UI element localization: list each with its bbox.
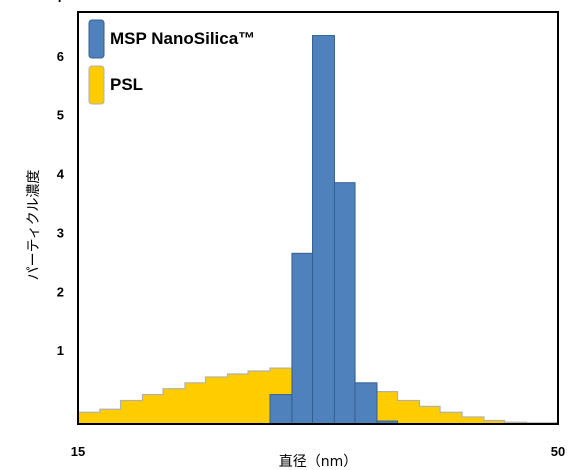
x-tick-label: 50: [551, 444, 565, 459]
msp-nanosilica-series: [269, 35, 399, 425]
y-tick-label: 1: [57, 343, 64, 358]
x-tick-label: 15: [71, 444, 85, 459]
msp-bar: [354, 382, 378, 425]
y-tick-label: 7: [57, 0, 64, 5]
msp-bar: [291, 252, 314, 425]
plot-frame: [77, 11, 559, 425]
y-tick-label: 3: [57, 225, 64, 240]
y-axis: 1 2 3 4 5 6 7: [57, 0, 65, 358]
x-axis: 15 50: [71, 444, 565, 459]
y-tick-label: 5: [57, 108, 64, 123]
y-axis-title: パーティクル濃度: [26, 170, 42, 281]
legend-swatch-psl: [88, 65, 105, 105]
msp-bar: [312, 35, 335, 425]
legend-label-msp: MSP NanoSilica™: [110, 29, 255, 48]
msp-bar: [333, 182, 356, 425]
x-axis-title: 直径（nm）: [279, 453, 358, 470]
legend-swatch-msp: [88, 19, 105, 59]
y-tick-label: 6: [57, 49, 64, 64]
y-tick-label: 4: [57, 167, 65, 182]
msp-bar: [269, 394, 293, 425]
y-tick-label: 2: [57, 284, 64, 299]
legend: MSP NanoSilica™ PSL: [88, 19, 255, 105]
legend-label-psl: PSL: [110, 75, 143, 94]
